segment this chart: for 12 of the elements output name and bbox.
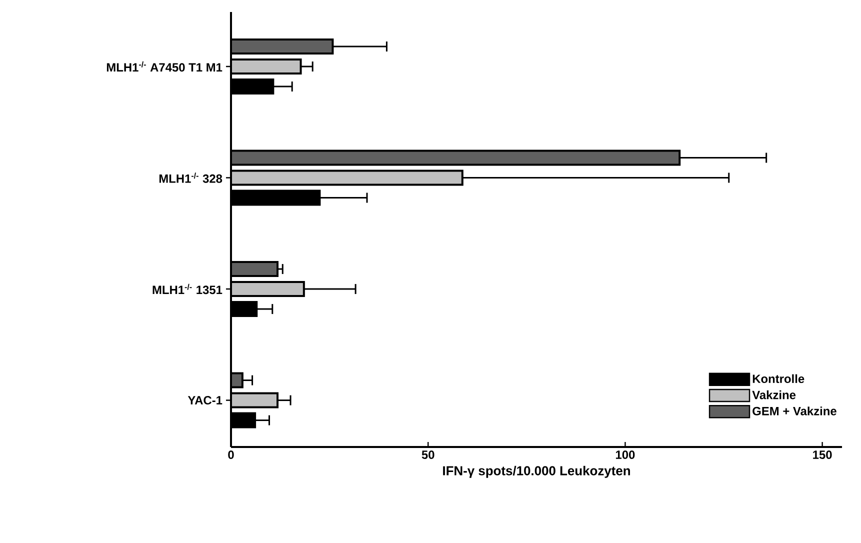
- y-tick-label: YAC-1: [188, 396, 222, 404]
- legend-label: GEM + Vakzine: [752, 406, 836, 416]
- x-axis-title: IFN-γ spots/10.000 Leukozyten: [443, 466, 630, 478]
- x-tick-label: 150: [813, 450, 832, 459]
- x-tick-label: 0: [228, 450, 234, 459]
- x-tick-label: 100: [616, 450, 635, 459]
- legend-label: Vakzine: [752, 390, 796, 400]
- y-tick-label: MLH1$^{-/-}$ 1351: [152, 284, 222, 294]
- legend-label: Kontrolle: [752, 374, 804, 384]
- y-tick-label: MLH1$^{-/-}$ 328: [159, 172, 222, 183]
- y-tick-label: MLH1$^{-/-}$ A7450 T1 M1: [106, 61, 222, 72]
- x-tick-label: 50: [422, 450, 434, 459]
